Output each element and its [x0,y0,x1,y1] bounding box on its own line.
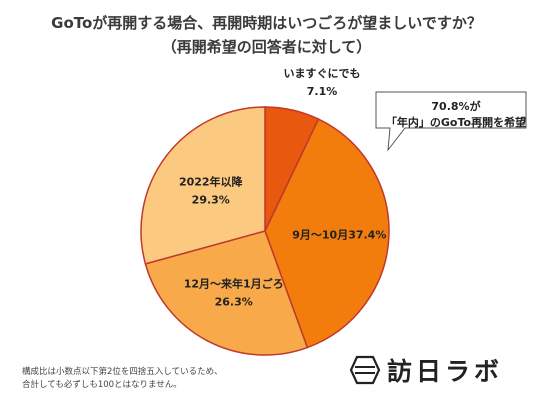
callout-line-1: 70.8%が [431,100,481,113]
hexagon-logo-icon [349,355,381,385]
slice-value-1: 7.1% [307,85,338,98]
slice-label-3: 12月〜来年1月ごろ [184,277,284,291]
slice-label-2: 9月〜10月37.4% [292,229,386,242]
brand-logo: 訪日ラボ [349,352,503,388]
callout-bubble [375,91,527,152]
chart-title: GoToが再開する場合、再開時期はいつごろが望ましいですか？ [51,14,482,32]
footnote-line-1: 構成比は小数点以下第2位を四捨五入しているため、 [22,367,223,377]
pie-slice-2 [264,118,390,349]
slice-value-3: 26.3% [215,296,253,309]
slice-label-1: いますぐにでも [284,67,361,80]
slice-value-4: 29.3% [192,194,230,207]
footnote-line-2: 合計しても必ずしも100とはなりません。 [22,380,182,390]
pie-slice-3 [144,230,309,356]
slice-label-4: 2022年以降 [179,175,244,189]
chart-subtitle: （再開希望の回答者に対して） [161,38,372,56]
callout-text: 70.8%が 「年内」のGoTo再開を希望 [383,99,529,131]
footnote: 構成比は小数点以下第2位を四捨五入しているため、 合計しても必ずしも100とはな… [22,366,223,392]
logo-text: 訪日ラボ [387,357,504,386]
pie-slice-4 [140,106,266,265]
callout-line-2: 「年内」のGoTo再開を希望 [385,116,527,129]
